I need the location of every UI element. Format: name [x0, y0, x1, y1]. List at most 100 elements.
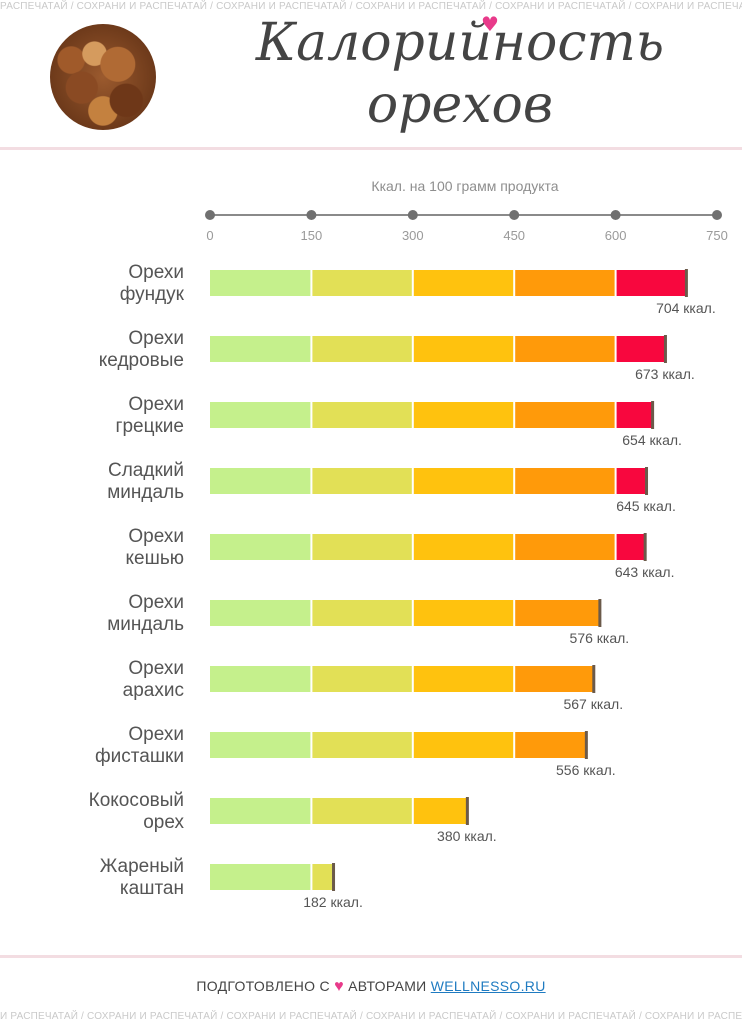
footer-prefix: ПОДГОТОВЛЕНО С	[196, 978, 330, 994]
value-label: 673 ккал.	[635, 366, 695, 382]
value-label: 567 ккал.	[563, 696, 623, 712]
bar-segment	[312, 732, 412, 758]
footer-middle: АВТОРАМИ	[348, 978, 427, 994]
category-label: Орехи	[128, 394, 184, 415]
bar-end-marker	[332, 863, 336, 891]
category-label: грецкие	[116, 416, 184, 437]
x-axis-tick-label: 0	[206, 228, 213, 243]
category-label: Сладкий	[108, 460, 184, 481]
x-axis-tick-dot	[610, 210, 621, 220]
bar-segment	[413, 402, 514, 428]
bar-end-marker	[663, 335, 667, 363]
value-label: 645 ккал.	[616, 498, 676, 514]
bar-end-marker	[645, 467, 649, 495]
category-label: фундук	[120, 284, 185, 305]
bar-segment	[515, 270, 615, 296]
bar-segment	[210, 270, 311, 296]
bar-end-marker	[465, 797, 469, 825]
category-label: каштан	[120, 878, 184, 899]
bar-end-marker	[584, 731, 588, 759]
divider-top	[0, 147, 742, 150]
bar-segment	[210, 798, 311, 824]
bar-segment	[210, 666, 311, 692]
bar-segment	[312, 798, 412, 824]
bar-segment	[515, 468, 615, 494]
bar-segment	[312, 534, 412, 560]
bar-segment	[413, 600, 514, 626]
heart-icon: ♥	[334, 978, 344, 995]
bar-segment	[312, 666, 412, 692]
x-axis-label: Ккал. на 100 грамм продукта	[371, 178, 558, 194]
bar-segment	[413, 534, 514, 560]
category-label: орех	[143, 812, 184, 833]
bar-end-marker	[598, 599, 602, 627]
bar-segment	[413, 798, 467, 824]
category-label: Жареный	[100, 856, 184, 877]
nuts-photo	[50, 24, 156, 130]
category-label: миндаль	[107, 614, 184, 635]
bar-segment	[312, 402, 412, 428]
x-axis-tick-dot	[712, 210, 722, 220]
category-label: Орехи	[128, 724, 184, 745]
category-label: Орехи	[128, 526, 184, 547]
value-label: 643 ккал.	[615, 564, 675, 580]
x-axis-tick-dot	[407, 210, 418, 220]
bar-segment	[515, 534, 615, 560]
watermark-top: РАСПЕЧАТАЙ / СОХРАНИ И РАСПЕЧАТАЙ / СОХР…	[0, 1, 742, 12]
title-line-1: Калорийность	[255, 13, 665, 73]
watermark-bottom: И РАСПЕЧАТАЙ / СОХРАНИ И РАСПЕЧАТАЙ / СО…	[0, 1011, 742, 1022]
bar-segment	[515, 336, 615, 362]
category-label: Орехи	[128, 328, 184, 349]
x-axis-tick-dot	[205, 210, 215, 220]
category-label: Орехи	[128, 658, 184, 679]
bar-segment	[413, 336, 514, 362]
bar-segment	[312, 600, 412, 626]
category-label: Кокосовый	[89, 790, 184, 811]
bar-segment	[616, 270, 686, 296]
value-label: 556 ккал.	[556, 762, 616, 778]
bar-segment	[413, 666, 514, 692]
divider-bottom	[0, 955, 742, 958]
value-label: 380 ккал.	[437, 828, 497, 844]
value-label: 704 ккал.	[656, 300, 716, 316]
x-axis-tick-label: 300	[402, 228, 424, 243]
bar-segment	[210, 402, 311, 428]
category-label: Орехи	[128, 262, 184, 283]
category-label: Орехи	[128, 592, 184, 613]
category-label: фисташки	[95, 746, 184, 767]
bar-segment	[515, 600, 600, 626]
category-label: кешью	[126, 548, 184, 569]
bar-segment	[515, 402, 615, 428]
category-label: арахис	[123, 680, 184, 701]
bar-segment	[413, 270, 514, 296]
bar-segment	[515, 732, 586, 758]
x-axis-tick-label: 450	[503, 228, 525, 243]
x-axis-tick-dot	[509, 210, 520, 220]
category-label: миндаль	[107, 482, 184, 503]
x-axis-tick-label: 750	[706, 228, 728, 243]
bar-segment	[616, 336, 665, 362]
bar-segment	[515, 666, 594, 692]
bar-segment	[413, 732, 514, 758]
bar-segment	[210, 732, 311, 758]
bar-segment	[312, 864, 334, 890]
bar-segment	[312, 336, 412, 362]
bar-segment	[616, 402, 653, 428]
bar-segment	[616, 468, 647, 494]
bar-end-marker	[684, 269, 688, 297]
value-label: 182 ккал.	[303, 894, 363, 910]
x-axis-tick-label: 600	[605, 228, 627, 243]
x-axis-tick-label: 150	[301, 228, 323, 243]
value-label: 576 ккал.	[570, 630, 630, 646]
bar-end-marker	[651, 401, 655, 429]
bar-segment	[210, 534, 311, 560]
bar-end-marker	[592, 665, 596, 693]
title-line-2: орехов	[366, 75, 554, 135]
bar-segment	[413, 468, 514, 494]
bar-segment	[616, 534, 645, 560]
bar-end-marker	[643, 533, 647, 561]
bar-segment	[312, 270, 412, 296]
calorie-bar-chart: Ккал. на 100 грамм продукта 0 150 300 450 600…	[89, 178, 728, 910]
heart-icon: ♥	[481, 12, 499, 36]
footer-site-link[interactable]: WELLNESSO.RU	[430, 978, 546, 994]
